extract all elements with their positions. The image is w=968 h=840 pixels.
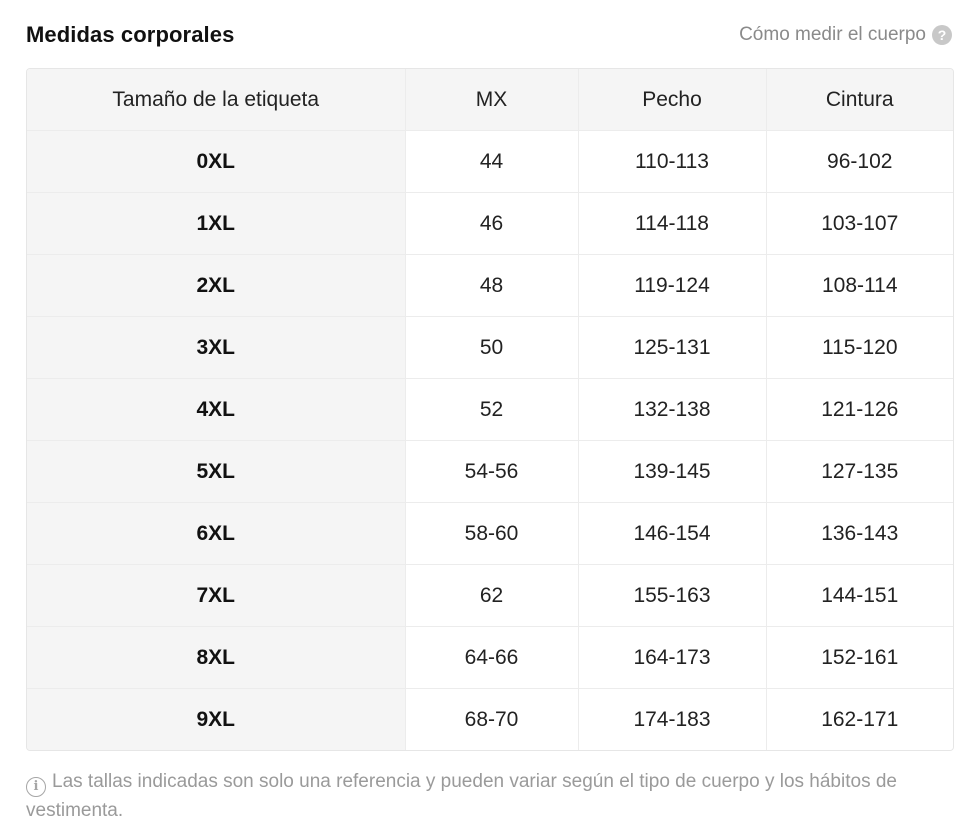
waist-cell: 108-114 (766, 254, 953, 317)
table-row: 7XL 62 155-163 144-151 (27, 564, 953, 627)
waist-cell: 127-135 (766, 440, 953, 503)
question-circle-icon[interactable]: ? (932, 25, 952, 45)
waist-cell: 96-102 (766, 130, 953, 193)
table-row: 1XL 46 114-118 103-107 (27, 192, 953, 255)
chest-cell: 114-118 (578, 192, 767, 255)
waist-cell: 162-171 (766, 688, 953, 750)
size-label-cell: 2XL (27, 254, 406, 317)
waist-cell: 103-107 (766, 192, 953, 255)
chest-cell: 110-113 (578, 130, 767, 193)
chest-cell: 155-163 (578, 564, 767, 627)
page-title: Medidas corporales (26, 22, 235, 47)
chest-cell: 119-124 (578, 254, 767, 317)
size-label-cell: 6XL (27, 502, 406, 565)
mx-cell: 48 (405, 254, 579, 317)
column-header-size-label: Tamaño de la etiqueta (27, 69, 406, 131)
chest-cell: 125-131 (578, 316, 767, 379)
table-row: 5XL 54-56 139-145 127-135 (27, 440, 953, 503)
chest-cell: 164-173 (578, 626, 767, 689)
size-disclaimer: i Las tallas indicadas son solo una refer… (26, 768, 926, 824)
waist-cell: 152-161 (766, 626, 953, 689)
size-label-cell: 9XL (27, 688, 406, 750)
table-row: 6XL 58-60 146-154 136-143 (27, 502, 953, 565)
column-header-mx: MX (405, 69, 579, 131)
waist-cell: 115-120 (766, 316, 953, 379)
mx-cell: 54-56 (405, 440, 579, 503)
column-header-chest: Pecho (578, 69, 767, 131)
waist-cell: 136-143 (766, 502, 953, 565)
size-table-container: Tamaño de la etiqueta MX Pecho Cintura 0… (26, 68, 954, 751)
waist-cell: 121-126 (766, 378, 953, 441)
info-circle-icon: i (26, 776, 46, 797)
size-label-cell: 5XL (27, 440, 406, 503)
how-to-measure-link[interactable]: Cómo medir el cuerpo ? (739, 24, 952, 46)
chest-cell: 132-138 (578, 378, 767, 441)
mx-cell: 64-66 (405, 626, 579, 689)
mx-cell: 50 (405, 316, 579, 379)
mx-cell: 62 (405, 564, 579, 627)
size-chart-header: Medidas corporales Cómo medir el cuerpo … (26, 18, 952, 52)
mx-cell: 44 (405, 130, 579, 193)
waist-cell: 144-151 (766, 564, 953, 627)
mx-cell: 58-60 (405, 502, 579, 565)
chest-cell: 146-154 (578, 502, 767, 565)
chest-cell: 174-183 (578, 688, 767, 750)
size-label-cell: 3XL (27, 316, 406, 379)
size-label-cell: 8XL (27, 626, 406, 689)
mx-cell: 52 (405, 378, 579, 441)
column-header-waist: Cintura (766, 69, 953, 131)
table-row: 0XL 44 110-113 96-102 (27, 130, 953, 193)
size-disclaimer-text: Las tallas indicadas son solo una refere… (26, 771, 897, 821)
size-label-cell: 1XL (27, 192, 406, 255)
table-row: 2XL 48 119-124 108-114 (27, 254, 953, 317)
how-to-measure-label[interactable]: Cómo medir el cuerpo (739, 24, 926, 45)
table-row: 9XL 68-70 174-183 162-171 (27, 688, 953, 750)
size-label-cell: 7XL (27, 564, 406, 627)
chest-cell: 139-145 (578, 440, 767, 503)
mx-cell: 68-70 (405, 688, 579, 750)
mx-cell: 46 (405, 192, 579, 255)
size-label-cell: 4XL (27, 378, 406, 441)
table-row: 4XL 52 132-138 121-126 (27, 378, 953, 441)
size-table: Tamaño de la etiqueta MX Pecho Cintura 0… (27, 69, 953, 750)
table-row: 8XL 64-66 164-173 152-161 (27, 626, 953, 689)
table-row: 3XL 50 125-131 115-120 (27, 316, 953, 379)
size-label-cell: 0XL (27, 130, 406, 193)
table-header-row: Tamaño de la etiqueta MX Pecho Cintura (27, 69, 953, 131)
